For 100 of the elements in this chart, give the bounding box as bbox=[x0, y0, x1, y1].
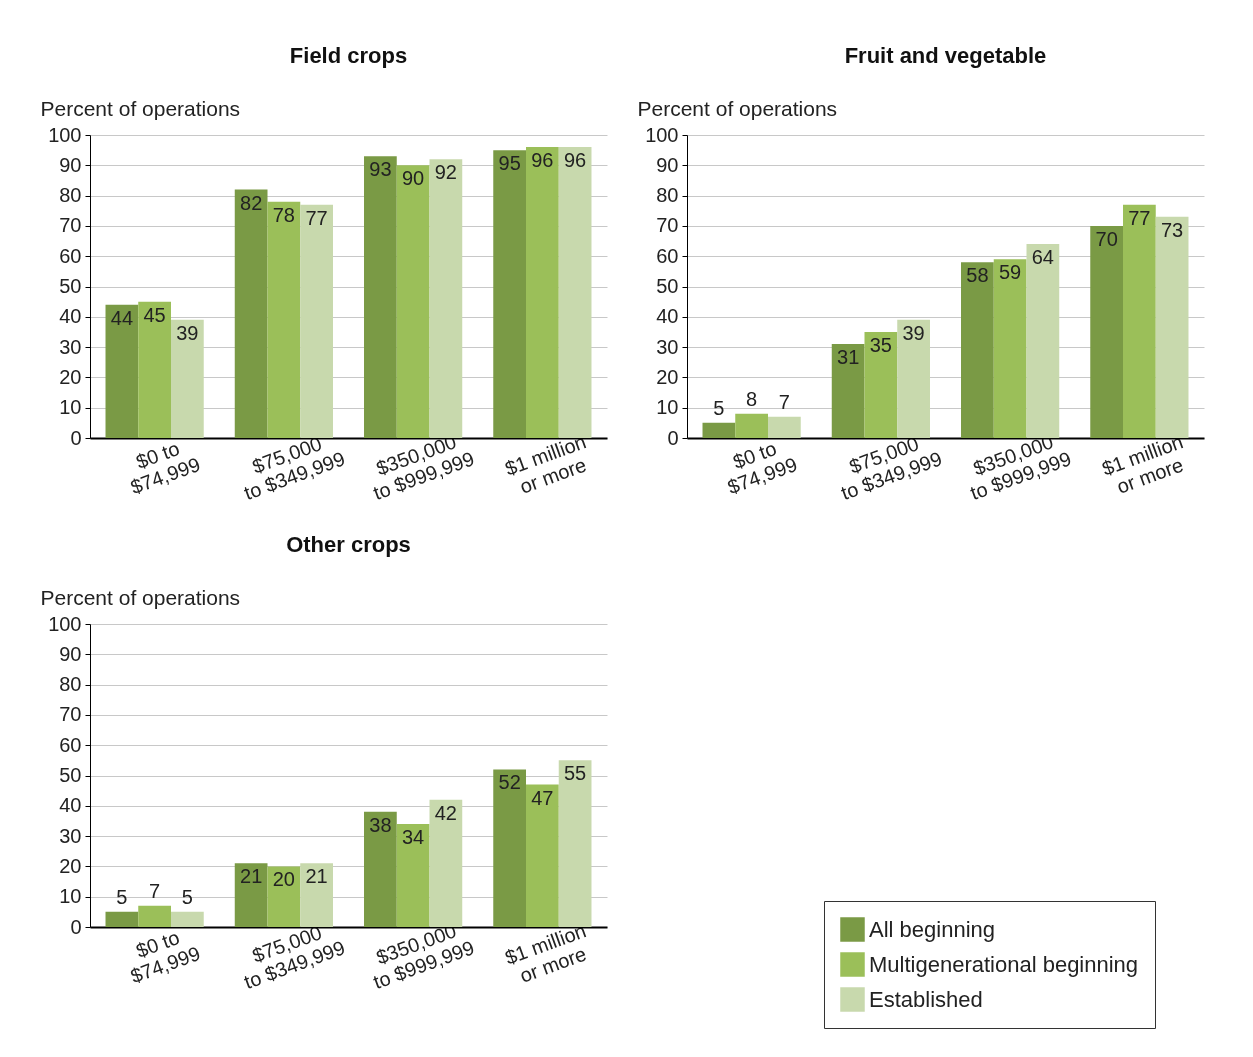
bar bbox=[1123, 204, 1156, 438]
y-tick-label: 40 bbox=[59, 305, 82, 328]
bar bbox=[493, 150, 526, 438]
y-tick-label: 50 bbox=[656, 275, 679, 297]
data-label: 96 bbox=[531, 149, 554, 172]
y-tick-label: 20 bbox=[656, 365, 679, 388]
data-label: 44 bbox=[110, 306, 134, 329]
bar bbox=[1026, 244, 1060, 438]
bar bbox=[831, 344, 865, 438]
chart-title: Fruit and vegetable bbox=[844, 43, 1047, 68]
y-tick-label: 80 bbox=[59, 673, 82, 696]
bar bbox=[526, 147, 559, 438]
data-label: 31 bbox=[837, 346, 860, 369]
y-tick-label: 60 bbox=[59, 244, 82, 267]
y-tick-label: 100 bbox=[48, 612, 82, 635]
x-tick-label: $1 million or more bbox=[502, 430, 590, 498]
bar bbox=[526, 784, 559, 927]
data-label: 21 bbox=[305, 865, 328, 888]
y-tick-label: 100 bbox=[48, 123, 82, 146]
bar bbox=[267, 201, 301, 438]
data-label: 92 bbox=[434, 161, 457, 184]
bar bbox=[1090, 225, 1123, 438]
bar bbox=[429, 799, 463, 927]
y-tick-label: 100 bbox=[645, 123, 679, 146]
y-tick-label: 0 bbox=[70, 915, 82, 938]
y-tick-label: 80 bbox=[656, 184, 679, 207]
bar bbox=[396, 823, 430, 927]
bar bbox=[897, 319, 930, 438]
data-label: 77 bbox=[305, 206, 328, 229]
y-tick-label: 60 bbox=[656, 244, 679, 267]
x-tick-label: $1 million or more bbox=[1099, 430, 1187, 498]
data-label: 7 bbox=[778, 390, 790, 413]
bar bbox=[961, 262, 994, 438]
bar bbox=[493, 769, 526, 927]
bar bbox=[105, 304, 139, 438]
x-tick-label: $1 million or more bbox=[502, 919, 590, 987]
bar bbox=[735, 413, 768, 438]
bar bbox=[105, 911, 139, 927]
bar bbox=[300, 863, 333, 927]
legend-label: All beginning bbox=[869, 916, 995, 942]
y-tick-label: 70 bbox=[59, 214, 82, 237]
data-label: 39 bbox=[176, 321, 199, 344]
legend-label: Established bbox=[869, 986, 983, 1012]
bar bbox=[138, 905, 171, 927]
bar bbox=[396, 165, 430, 438]
y-tick-label: 40 bbox=[656, 305, 679, 328]
bar bbox=[429, 159, 463, 438]
data-label: 7 bbox=[149, 879, 161, 902]
y-tick-label: 50 bbox=[59, 764, 82, 786]
data-label: 47 bbox=[531, 786, 554, 809]
y-tick-label: 10 bbox=[656, 396, 679, 419]
bar bbox=[558, 760, 592, 927]
bar bbox=[702, 422, 736, 438]
y-tick-label: 20 bbox=[59, 365, 82, 388]
bar bbox=[267, 866, 301, 927]
bar bbox=[171, 911, 204, 927]
y-tick-label: 90 bbox=[59, 153, 82, 176]
y-axis-title: Percent of operations bbox=[637, 96, 838, 120]
y-tick-label: 30 bbox=[59, 335, 82, 358]
data-label: 20 bbox=[272, 868, 295, 891]
data-label: 5 bbox=[713, 396, 725, 419]
bar bbox=[558, 147, 592, 438]
data-label: 58 bbox=[966, 264, 989, 287]
y-tick-label: 40 bbox=[59, 794, 82, 817]
y-tick-label: 60 bbox=[59, 733, 82, 756]
data-label: 5 bbox=[116, 885, 128, 908]
bar bbox=[864, 331, 898, 438]
y-axis-title: Percent of operations bbox=[40, 96, 241, 120]
y-axis-title: Percent of operations bbox=[40, 585, 241, 609]
bar bbox=[300, 204, 333, 438]
bar bbox=[234, 189, 268, 438]
bar bbox=[234, 863, 268, 927]
data-label: 34 bbox=[402, 825, 425, 848]
y-tick-label: 50 bbox=[59, 275, 82, 297]
data-label: 5 bbox=[181, 885, 193, 908]
y-tick-label: 80 bbox=[59, 184, 82, 207]
data-label: 78 bbox=[272, 203, 295, 226]
data-label: 77 bbox=[1128, 206, 1151, 229]
y-tick-label: 10 bbox=[59, 885, 82, 908]
data-label: 93 bbox=[369, 158, 392, 181]
y-tick-label: 10 bbox=[59, 396, 82, 419]
y-tick-label: 30 bbox=[656, 335, 679, 358]
legend-label: Multigenerational beginning bbox=[869, 951, 1139, 977]
y-tick-label: 70 bbox=[656, 214, 679, 237]
bar bbox=[364, 156, 397, 438]
data-label: 96 bbox=[563, 149, 587, 172]
data-label: 82 bbox=[240, 191, 263, 214]
data-label: 8 bbox=[746, 387, 758, 410]
bar bbox=[364, 811, 397, 927]
y-tick-label: 0 bbox=[667, 426, 679, 449]
chart-title: Other crops bbox=[286, 532, 411, 557]
data-label: 52 bbox=[498, 771, 521, 794]
data-label: 38 bbox=[369, 813, 392, 836]
data-label: 73 bbox=[1160, 218, 1184, 241]
data-label: 55 bbox=[563, 762, 587, 785]
data-label: 90 bbox=[402, 167, 425, 190]
y-tick-label: 90 bbox=[59, 642, 82, 665]
data-label: 21 bbox=[240, 865, 263, 888]
chart-title: Field crops bbox=[289, 43, 408, 68]
y-tick-label: 20 bbox=[59, 854, 82, 877]
